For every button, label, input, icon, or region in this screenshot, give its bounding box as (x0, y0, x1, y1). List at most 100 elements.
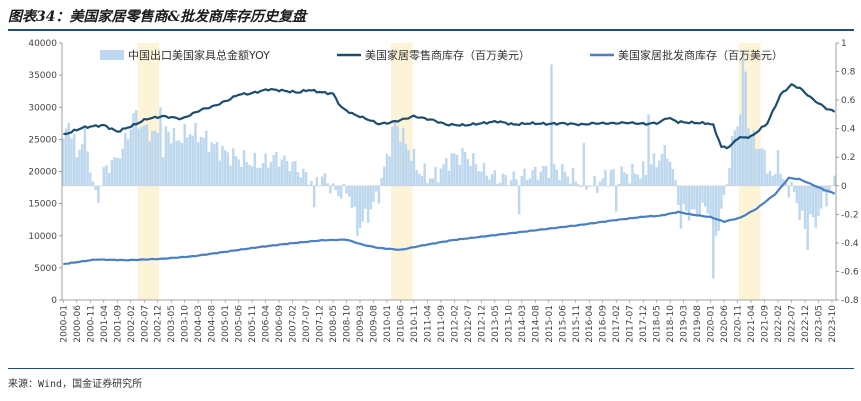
x-tick-label: 2012-07 (464, 305, 474, 343)
yoy-bar (809, 185, 812, 215)
yoy-bar (383, 166, 386, 186)
yoy-bar (183, 123, 186, 186)
yoy-bar (242, 150, 246, 186)
x-tick-label: 2019-03 (680, 305, 690, 343)
yoy-bar (164, 126, 168, 186)
yoy-bar (636, 174, 639, 186)
yoy-bar (213, 143, 216, 186)
yoy-bar (97, 185, 100, 203)
yoy-bar (118, 158, 122, 186)
yoy-bar (91, 181, 95, 186)
yoy-bar (703, 185, 707, 207)
yoy-bar (364, 185, 367, 209)
yoy-bar (798, 185, 801, 221)
yoy-bar (666, 158, 669, 186)
yoy-bar (134, 110, 138, 186)
yoy-bar (774, 173, 777, 186)
yoy-bar (318, 185, 321, 187)
y-right-tick-label: -0.8 (841, 296, 859, 306)
yoy-bar (485, 175, 488, 186)
highlight-bands (137, 43, 761, 300)
yoy-bar (380, 177, 383, 186)
yoy-bar (259, 167, 262, 186)
yoy-bar (67, 122, 70, 186)
yoy-bar (145, 124, 149, 186)
yoy-bar (310, 180, 313, 186)
yoy-bar (199, 136, 203, 186)
page-title: 图表34：美国家居零售商&批发商库存历史复盘 (8, 9, 307, 25)
y-right-tick-label: -0.4 (841, 239, 859, 249)
yoy-bar (628, 183, 631, 186)
yoy-bar (283, 155, 286, 186)
yoy-bar (450, 153, 453, 186)
x-tick-label: 2003-10 (181, 305, 191, 343)
yoy-bar (644, 174, 648, 186)
yoy-bar (121, 148, 124, 186)
y-right-tick-label: -0.6 (841, 267, 859, 277)
yoy-bar (345, 185, 348, 194)
x-tick-label: 2020-06 (720, 305, 730, 343)
yoy-bar (412, 148, 416, 186)
x-tick-label: 2020-11 (734, 305, 744, 343)
yoy-bar (512, 171, 515, 186)
x-tick-label: 2005-01 (221, 305, 231, 343)
yoy-bar (768, 170, 772, 186)
yoy-bar (191, 135, 195, 186)
x-tick-label: 2005-11 (248, 305, 258, 343)
x-tick-label: 2005-06 (235, 305, 245, 343)
yoy-bar (143, 125, 146, 186)
yoy-bar (601, 178, 604, 186)
yoy-bar (288, 171, 292, 186)
y-left-tick-label: 40000 (28, 39, 57, 49)
yoy-bar (240, 166, 243, 186)
yoy-bar (334, 185, 337, 191)
x-tick-label: 2012-02 (450, 305, 460, 343)
yoy-bar (391, 126, 394, 186)
yoy-bar (113, 157, 116, 186)
yoy-bar (668, 161, 672, 186)
yoy-bar (771, 175, 774, 186)
yoy-bar (528, 178, 532, 186)
yoy-bar (426, 183, 429, 186)
yoy-bar (833, 175, 836, 186)
y-right-tick-label: 0.4 (841, 125, 856, 135)
yoy-bar (466, 159, 470, 186)
yoy-bar (623, 172, 626, 186)
yoy-bar (102, 167, 106, 186)
x-tick-label: 2022-02 (774, 305, 784, 343)
yoy-bar (221, 146, 224, 186)
x-tick-label: 2000-06 (73, 305, 83, 343)
yoy-bar (507, 185, 510, 186)
yoy-bar (509, 180, 513, 186)
x-tick-label: 2001-09 (113, 305, 123, 343)
x-tick-label: 2017-07 (626, 305, 636, 343)
yoy-bar (593, 175, 596, 186)
y-left-tick-label: 15000 (28, 200, 57, 210)
yoy-bar (755, 149, 758, 186)
yoy-bar (261, 163, 265, 186)
yoy-bar (447, 170, 451, 186)
x-tick-label: 2001-04 (100, 305, 110, 343)
yoy-bar (722, 185, 726, 195)
yoy-bar (709, 185, 712, 218)
yoy-bar (733, 130, 737, 186)
yoy-bar (321, 176, 324, 186)
x-tick-label: 2009-08 (369, 305, 379, 343)
yoy-bar (442, 163, 445, 186)
yoy-bar (205, 130, 208, 186)
yoy-bar (151, 130, 154, 186)
yoy-bar (172, 127, 176, 186)
yoy-bar (544, 166, 548, 186)
yoy-bar (374, 185, 378, 192)
yoy-bar (453, 153, 456, 186)
yoy-bar (598, 181, 602, 186)
x-tick-label: 2016-04 (585, 305, 595, 343)
yoy-bar (536, 179, 540, 186)
yoy-bar (631, 164, 634, 186)
yoy-bar (331, 183, 335, 186)
legend-label: 中国出口美国家具总金额YOY (128, 48, 270, 62)
yoy-bar (75, 157, 79, 186)
x-tick-label: 2013-05 (491, 305, 501, 343)
x-tick-label: 2002-12 (154, 305, 164, 343)
